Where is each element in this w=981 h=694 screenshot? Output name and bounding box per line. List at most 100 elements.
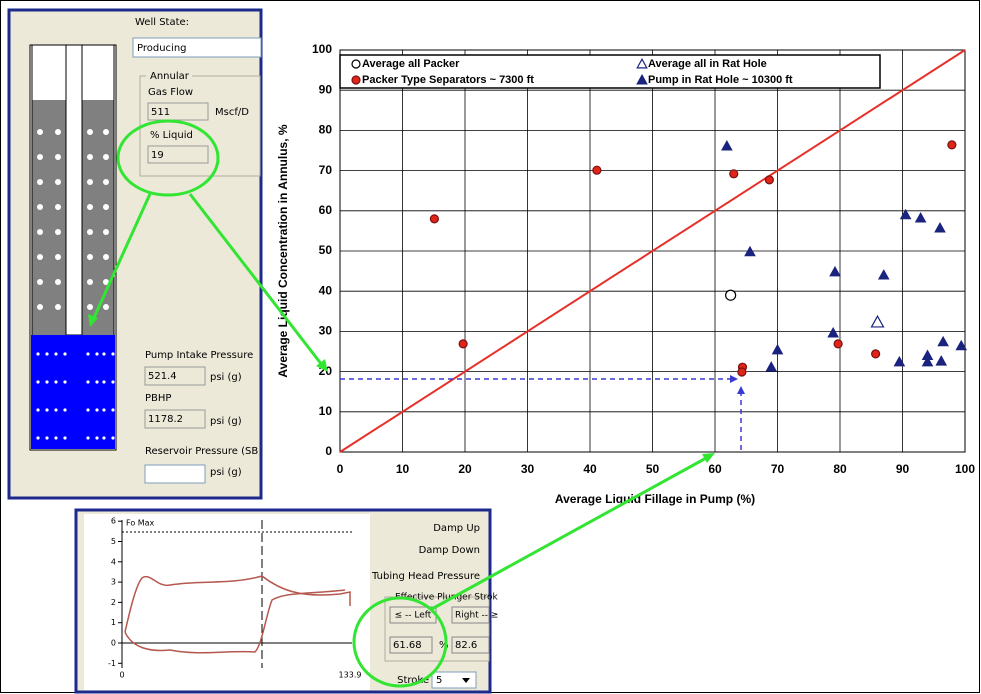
legend-label: Packer Type Separators ~ 7300 ft — [362, 74, 534, 86]
unit: psi (g) — [210, 372, 242, 383]
dropdown[interactable] — [431, 671, 477, 689]
bubble — [55, 279, 61, 285]
arrow-head — [730, 375, 738, 383]
pointer — [90, 193, 152, 323]
label: Gas Flow — [148, 87, 193, 98]
input[interactable] — [144, 464, 206, 484]
bubble — [36, 436, 40, 440]
bubble — [55, 179, 61, 185]
tubing — [65, 44, 83, 336]
group-label: Annular — [150, 71, 190, 82]
bubble — [36, 352, 40, 356]
point — [934, 222, 946, 233]
legend — [339, 54, 881, 89]
group-label: Effective Plunger Strok — [395, 593, 499, 603]
legend-marker — [351, 59, 361, 69]
bubble — [54, 436, 58, 440]
bubble — [87, 179, 93, 185]
field — [147, 145, 209, 164]
y-tick-label: 30 — [319, 324, 333, 338]
point — [921, 349, 934, 360]
dyno-plot — [84, 514, 370, 690]
bubble — [37, 204, 43, 210]
point — [833, 339, 843, 349]
bubble — [54, 380, 58, 384]
x-tick-label: 100 — [955, 462, 975, 476]
bubble — [55, 254, 61, 260]
point — [771, 343, 784, 355]
point — [937, 335, 949, 347]
bubble — [87, 229, 93, 235]
y-tick-label: 1 — [111, 618, 116, 627]
point — [899, 208, 912, 220]
field — [144, 409, 206, 429]
field — [147, 102, 209, 121]
button[interactable] — [451, 606, 490, 624]
y-tick-label: 70 — [319, 163, 333, 177]
bubble — [103, 279, 109, 285]
point — [458, 339, 468, 349]
bubble — [95, 408, 99, 412]
bubble — [63, 436, 67, 440]
bubble — [87, 154, 93, 160]
bubble — [103, 129, 109, 135]
bubble — [63, 408, 67, 412]
x-tick-label: 30 — [521, 462, 535, 476]
bubble — [86, 408, 90, 412]
bubble — [55, 129, 61, 135]
bubble — [37, 154, 43, 160]
legend-marker — [636, 57, 648, 69]
label: % Liquid — [150, 130, 193, 141]
field-value: 82.6 — [455, 640, 477, 651]
bubble — [45, 408, 49, 412]
bubble — [103, 179, 109, 185]
y-tick-label: 6 — [111, 517, 116, 526]
y-tick-label: 3 — [111, 578, 116, 587]
bubble — [111, 408, 115, 412]
bubble — [87, 304, 93, 310]
field-value: 511 — [151, 107, 170, 118]
highlight — [352, 596, 448, 688]
label: PBHP — [145, 393, 171, 404]
x-tick-label: 90 — [896, 462, 910, 476]
point — [914, 212, 927, 223]
bubble — [63, 380, 67, 384]
button[interactable]: Damp Down — [419, 545, 480, 556]
gas-column — [32, 100, 66, 335]
bubble — [95, 380, 99, 384]
highlight — [116, 119, 220, 197]
group-box — [384, 596, 490, 662]
button[interactable]: Tubing Head Pressure — [371, 571, 480, 582]
x-tick-label: 40 — [583, 462, 597, 476]
y-tick-label: 4 — [111, 557, 116, 566]
y-tick-label: 100 — [312, 42, 332, 56]
field-value: 61.68 — [393, 640, 422, 651]
point — [827, 326, 839, 338]
legend-label: Pump in Rat Hole ~ 10300 ft — [648, 74, 793, 86]
y-tick-label: 40 — [319, 283, 333, 297]
bubble — [86, 352, 90, 356]
dropdown[interactable] — [132, 37, 262, 58]
pointer — [429, 455, 709, 612]
bubble — [54, 408, 58, 412]
button[interactable]: Damp Up — [433, 523, 480, 534]
point — [429, 214, 439, 224]
x-tick-label: 70 — [771, 462, 785, 476]
point — [935, 355, 948, 366]
bubble — [37, 179, 43, 185]
y-tick-label: 5 — [111, 537, 116, 546]
label: Well State: — [135, 17, 189, 28]
bubble — [63, 352, 67, 356]
point — [877, 269, 890, 280]
bubble — [86, 380, 90, 384]
bubble — [103, 204, 109, 210]
field — [389, 636, 433, 654]
arrow-head — [702, 453, 715, 463]
field — [451, 636, 490, 654]
y-tick-label: 0 — [325, 444, 332, 458]
point — [764, 175, 774, 185]
bubble — [95, 436, 99, 440]
